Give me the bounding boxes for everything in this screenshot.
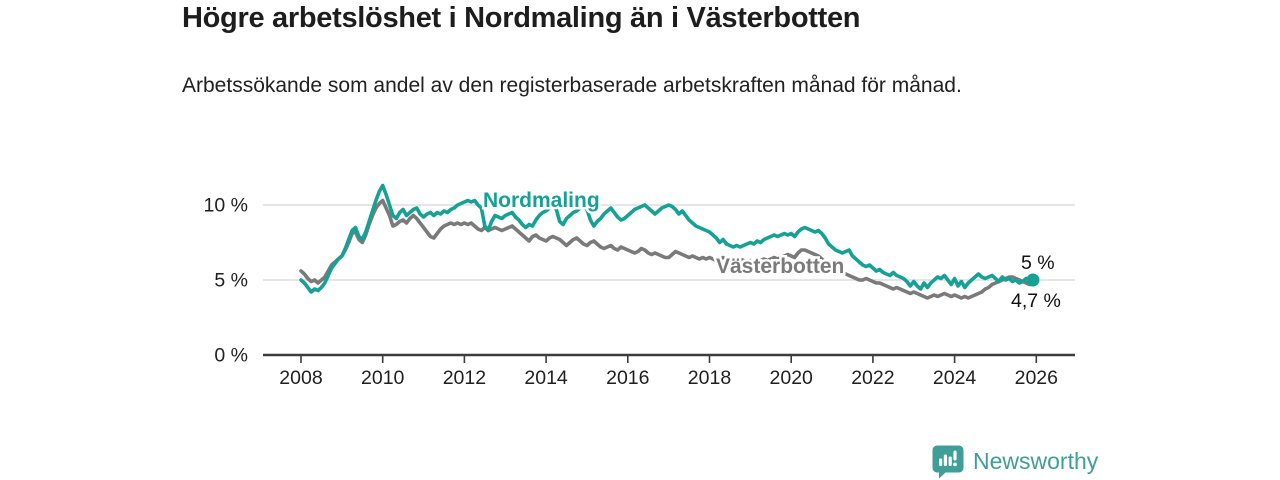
x-tick-label: 2022 xyxy=(851,367,894,389)
x-tick-label: 2026 xyxy=(1015,367,1058,389)
x-tick-label: 2010 xyxy=(361,367,405,389)
brand-footer: Newsworthy xyxy=(932,444,1098,479)
series-line-västerbotten xyxy=(299,198,1035,300)
brand-name: Newsworthy xyxy=(973,448,1099,474)
x-tick-label: 2012 xyxy=(443,367,486,389)
newsworthy-logo-icon xyxy=(932,444,964,479)
y-tick-label: 5 % xyxy=(214,270,248,292)
x-tick-label: 2020 xyxy=(770,367,814,389)
y-tick-label: 10 % xyxy=(204,195,248,217)
x-tick-label: 2016 xyxy=(606,367,649,389)
series-line-nordmaling xyxy=(299,183,1035,294)
end-label-nordmaling: 5 % xyxy=(1021,252,1055,274)
end-point-dot xyxy=(1026,273,1040,287)
series-label-vasterbotten: Västerbotten xyxy=(716,255,844,278)
x-tick-label: 2024 xyxy=(933,367,977,389)
x-tick-label: 2008 xyxy=(279,367,322,389)
x-tick-label: 2014 xyxy=(524,367,568,389)
chart-title: Högre arbetslöshet i Nordmaling än i Väs… xyxy=(182,2,861,34)
chart-subtitle: Arbetssökande som andel av den registerb… xyxy=(182,74,962,97)
x-tick-label: 2018 xyxy=(688,367,731,389)
series-label-nordmaling: Nordmaling xyxy=(483,189,600,212)
end-label-vasterbotten: 4,7 % xyxy=(1011,290,1061,312)
y-tick-label: 0 % xyxy=(214,345,248,367)
